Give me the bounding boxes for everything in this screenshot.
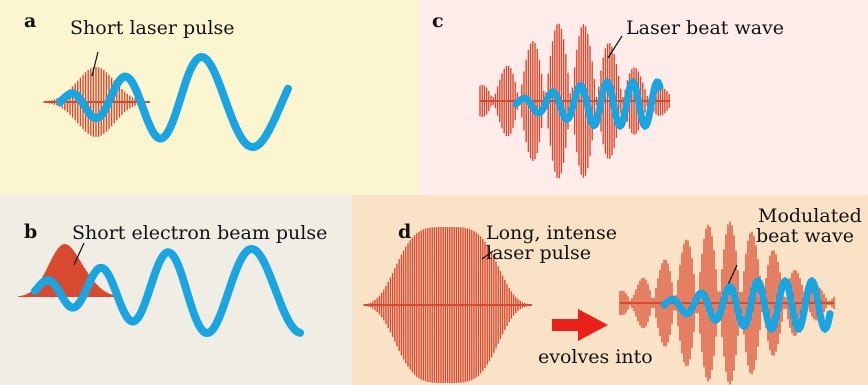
panel-c: c Laser beat wave <box>420 0 868 195</box>
plasma-wave <box>660 276 834 334</box>
panel-c-art <box>479 23 670 179</box>
label-leader-line <box>91 51 99 77</box>
modulated-label-line-1: Modulated <box>758 205 862 227</box>
label-leader-line <box>73 242 85 266</box>
panel-d: d Long, intense laser pulse evolves into… <box>352 195 868 385</box>
panel-label: Laser beat wave <box>626 17 785 39</box>
plasma-wave <box>512 77 664 131</box>
long-pulse-label-line-1: Long, intense <box>486 222 617 244</box>
label-leader-line <box>726 264 738 288</box>
long-pulse-label-line-2: laser pulse <box>486 242 591 264</box>
panel-label: Short laser pulse <box>70 17 235 39</box>
modulated-label-line-2: beat wave <box>756 225 854 247</box>
panel-letter: d <box>398 221 412 243</box>
panel-letter: a <box>24 10 37 32</box>
panel-b-art <box>18 242 304 338</box>
panel-a-art <box>43 51 292 151</box>
evolves-into-label: evolves into <box>538 346 653 368</box>
plasma-wake-wave <box>56 53 292 151</box>
panel-a: a Short laser pulse <box>0 0 420 195</box>
panel-d-art <box>363 221 835 385</box>
panel-letter: b <box>24 221 38 243</box>
evolves-arrow-icon <box>552 309 608 341</box>
label-leader-line <box>481 250 494 260</box>
panel-letter: c <box>432 10 444 32</box>
label-leader-line <box>607 35 623 59</box>
panel-b: b Short electron beam pulse <box>0 195 352 385</box>
panel-label: Short electron beam pulse <box>72 222 328 244</box>
long-intense-laser-pulse <box>363 227 532 383</box>
plasma-wake-wave <box>31 245 304 338</box>
